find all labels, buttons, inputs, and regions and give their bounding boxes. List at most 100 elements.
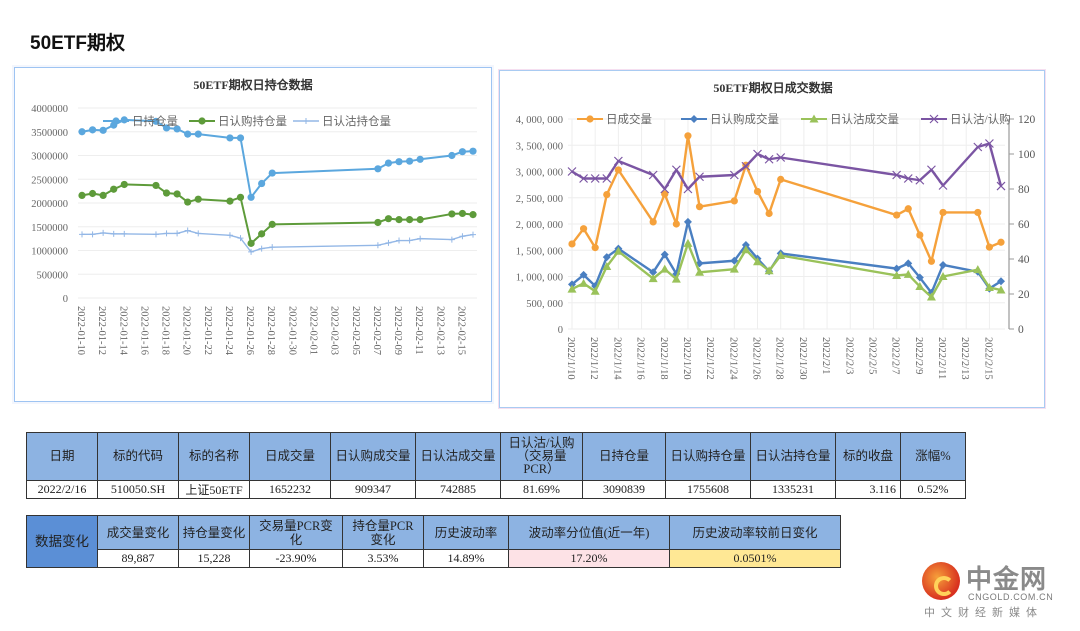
data-point bbox=[916, 231, 924, 239]
x-tick-label: 2022-02-03 bbox=[329, 306, 340, 355]
data-point bbox=[184, 227, 191, 234]
data-point bbox=[448, 236, 455, 243]
legend-label: 日认沽成交量 bbox=[830, 112, 899, 126]
legend-label: 日持仓量 bbox=[132, 114, 178, 128]
summary-data-row: 2022/2/16 510050.SH 上证50ETF 1652232 9093… bbox=[26, 480, 966, 499]
y2-tick-label: 60 bbox=[1018, 219, 1030, 231]
data-point bbox=[78, 128, 86, 136]
data-point bbox=[974, 208, 982, 217]
data-point bbox=[892, 270, 902, 279]
data-point bbox=[985, 243, 994, 251]
cell-put-oi: 1335231 bbox=[750, 480, 836, 499]
legend-item: 日认沽/认购 bbox=[921, 112, 1011, 126]
col-call-volume: 日认购成交量 bbox=[330, 432, 416, 481]
x-tick-label: 2022-01-22 bbox=[202, 306, 213, 355]
series-2 bbox=[79, 227, 476, 255]
data-point bbox=[374, 218, 382, 227]
data-point bbox=[579, 278, 589, 287]
data-point bbox=[602, 262, 612, 271]
y2-tick-label: 100 bbox=[1018, 149, 1036, 161]
data-point bbox=[567, 284, 577, 293]
data-point bbox=[568, 280, 576, 289]
data-point bbox=[695, 172, 704, 182]
cell-volume-pcr-change: -23.90% bbox=[249, 549, 343, 568]
legend-label: 日认沽持仓量 bbox=[322, 114, 391, 128]
logo-text-en: CNGOLD.COM.CN bbox=[968, 592, 1054, 602]
y-tick-label: 3, 000, 000 bbox=[516, 168, 563, 179]
data-point bbox=[184, 130, 192, 138]
legend-swatch-marker bbox=[809, 114, 819, 123]
legend-label: 日认购成交量 bbox=[710, 112, 779, 126]
y-tick-label: 500000 bbox=[37, 270, 69, 281]
data-point bbox=[765, 209, 773, 218]
data-point bbox=[89, 231, 96, 238]
data-point bbox=[395, 158, 403, 166]
data-point bbox=[194, 195, 202, 203]
y2-tick-label: 0 bbox=[1018, 324, 1024, 336]
y2-tick-label: 80 bbox=[1018, 184, 1030, 196]
data-point bbox=[458, 148, 467, 156]
series-0 bbox=[568, 132, 1005, 265]
data-point bbox=[603, 191, 611, 199]
series-line bbox=[571, 242, 1002, 299]
data-point bbox=[79, 231, 85, 238]
data-point bbox=[973, 142, 983, 152]
legend: 日成交量 日认购成交量 日认沽成交量 日认沽/认购 bbox=[577, 112, 1011, 126]
x-tick-label: 2022/2/3 bbox=[843, 337, 854, 374]
data-point bbox=[448, 151, 456, 160]
data-point bbox=[258, 245, 265, 252]
data-point bbox=[764, 154, 774, 164]
data-point bbox=[741, 245, 751, 254]
x-tick-label: 2022-02-09 bbox=[392, 306, 403, 355]
summary-table: 日期 标的代码 标的名称 日成交量 日认购成交量 日认沽成交量 日认沽/认购（交… bbox=[26, 432, 966, 499]
series-1 bbox=[78, 180, 477, 247]
legend-item: 日认沽成交量 bbox=[801, 112, 899, 126]
col-put-oi: 日认沽持仓量 bbox=[750, 432, 836, 481]
data-point bbox=[683, 238, 693, 247]
data-point bbox=[997, 238, 1005, 246]
cell-call-oi: 1755608 bbox=[665, 480, 751, 499]
data-point bbox=[567, 167, 577, 176]
data-point bbox=[892, 170, 902, 180]
cngold-logo-icon bbox=[922, 562, 960, 600]
y-tick-label: 3, 500, 000 bbox=[516, 141, 563, 152]
data-point bbox=[984, 283, 994, 292]
summary-header-row: 日期 标的代码 标的名称 日成交量 日认购成交量 日认沽成交量 日认沽/认购（交… bbox=[26, 432, 966, 481]
x-tick-label: 2022/1/14 bbox=[611, 337, 622, 380]
legend-swatch-marker bbox=[198, 117, 206, 125]
x-tick-label: 2022-01-16 bbox=[138, 306, 149, 355]
data-point bbox=[590, 174, 600, 183]
data-point bbox=[236, 134, 245, 142]
data-point bbox=[258, 230, 266, 238]
x-tick-label: 2022/2/13 bbox=[959, 337, 970, 380]
x-tick-label: 2022/1/20 bbox=[681, 337, 692, 380]
data-point bbox=[268, 220, 276, 228]
data-point bbox=[406, 237, 413, 244]
data-point bbox=[100, 229, 107, 236]
data-point bbox=[458, 209, 467, 218]
data-point bbox=[248, 248, 255, 255]
data-point bbox=[672, 220, 680, 228]
data-point bbox=[579, 174, 589, 183]
data-point bbox=[384, 215, 393, 223]
y-tick-label: 4, 000, 000 bbox=[516, 115, 563, 126]
data-point bbox=[384, 159, 393, 167]
data-point bbox=[448, 210, 456, 218]
col-volume-pcr: 日认沽/认购（交易量PCR） bbox=[500, 432, 583, 481]
col-name: 标的名称 bbox=[178, 432, 250, 481]
data-point bbox=[173, 190, 181, 198]
series-line bbox=[571, 134, 1002, 263]
data-point bbox=[660, 264, 670, 273]
data-point bbox=[78, 191, 86, 199]
x-tick-label: 2022-01-10 bbox=[75, 306, 86, 355]
data-point bbox=[173, 125, 181, 133]
col-open-interest: 日持仓量 bbox=[582, 432, 666, 481]
data-point bbox=[613, 246, 623, 255]
data-point bbox=[903, 174, 913, 183]
data-point bbox=[194, 130, 202, 138]
y-tick-label: 4000000 bbox=[31, 104, 68, 115]
data-point bbox=[99, 191, 107, 199]
logo-text-cn: 中金网 bbox=[966, 565, 1048, 595]
y2-tick-label: 120 bbox=[1018, 114, 1036, 126]
data-point bbox=[405, 157, 414, 165]
